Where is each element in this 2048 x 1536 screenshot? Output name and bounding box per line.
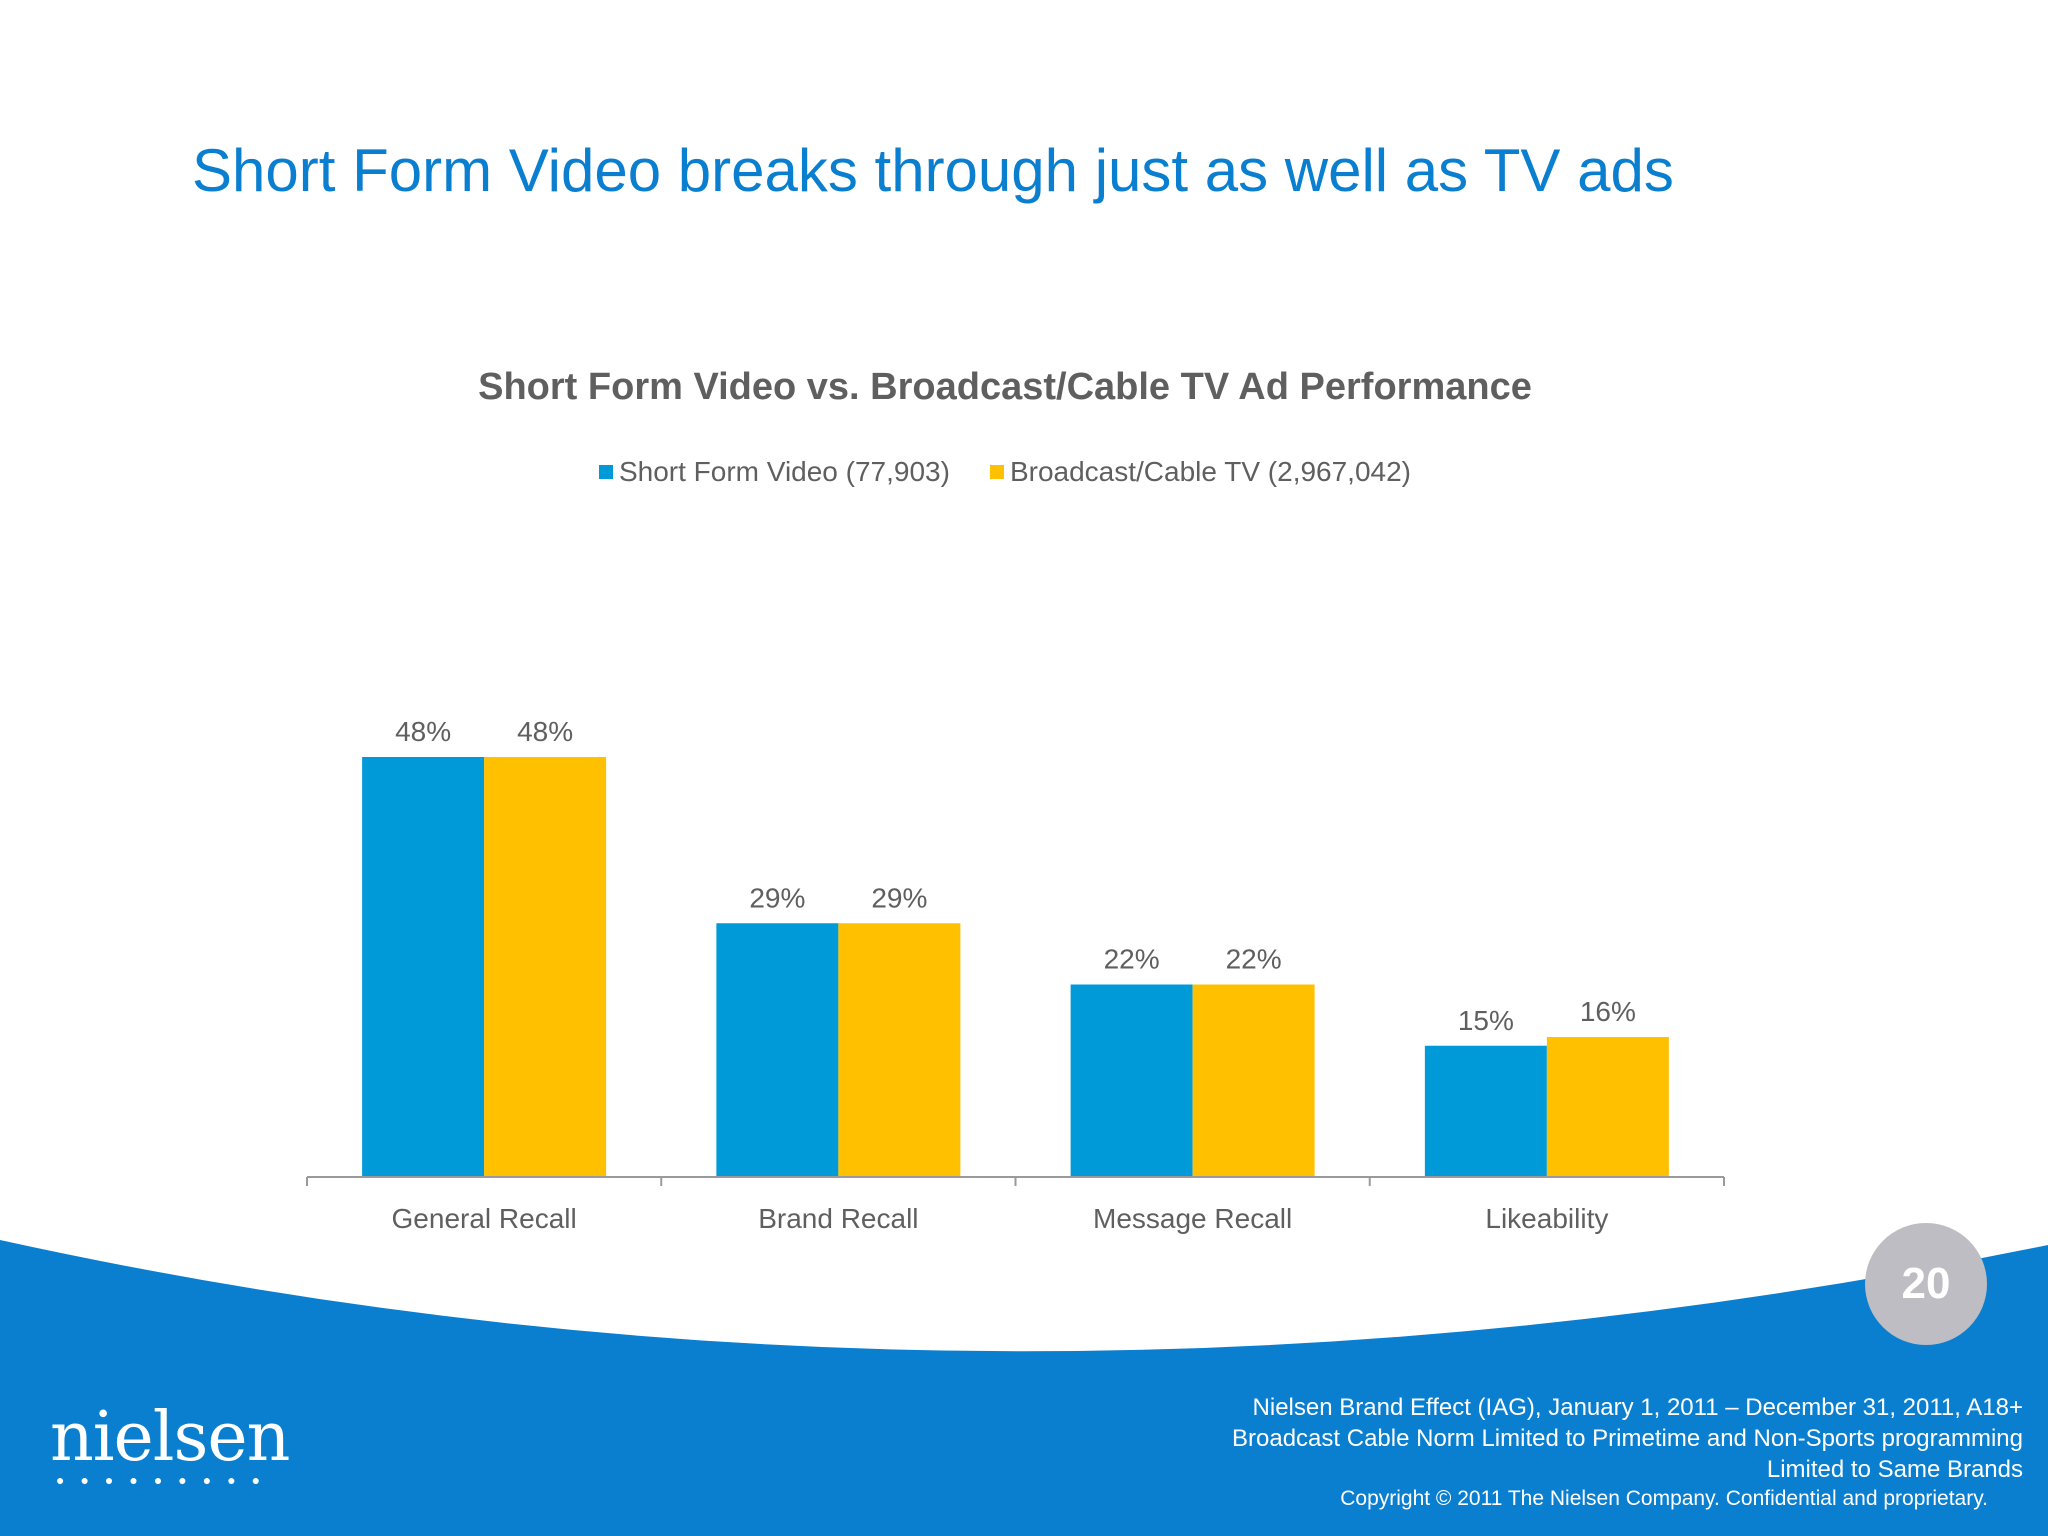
data-label: 29% <box>749 882 805 913</box>
legend-label-short-form: Short Form Video (77,903) <box>618 456 950 487</box>
data-label: 48% <box>517 716 573 747</box>
logo-dots: ●●●●●●●●● <box>56 1472 277 1488</box>
chart-legend: Short Form Video (77,903) Broadcast/Cabl… <box>0 456 2010 488</box>
source-line-2: Broadcast Cable Norm Limited to Primetim… <box>1232 1425 2023 1452</box>
source-note: Nielsen Brand Effect (IAG), January 1, 2… <box>1232 1392 2023 1485</box>
data-label: 15% <box>1458 1005 1514 1036</box>
bar-chart: 48% 48% General Recall 29% 29% Brand Recall 22… <box>306 716 1725 1234</box>
data-label: 29% <box>871 882 927 913</box>
bar-likeability-series-2 <box>1546 1037 1669 1177</box>
slide-title: Short Form Video breaks through just as … <box>192 137 1674 204</box>
bar-brand-recall-series-2 <box>838 923 961 1177</box>
legend-item-short-form: Short Form Video (77,903) <box>598 456 950 488</box>
legend-swatch-short-form <box>598 465 613 479</box>
nielsen-logo: nielsen <box>50 1398 290 1477</box>
category-label: Message Recall <box>1093 1203 1292 1234</box>
category-label: Likeability <box>1485 1203 1608 1234</box>
category-label: Brand Recall <box>758 1203 918 1234</box>
data-label: 48% <box>395 716 451 747</box>
bar-brand-recall-series-1 <box>716 923 839 1177</box>
bar-general-recall-series-1 <box>362 757 485 1177</box>
chart-title: Short Form Video vs. Broadcast/Cable TV … <box>478 366 1532 408</box>
bar-message-recall-series-1 <box>1070 984 1193 1177</box>
bar-likeability-series-1 <box>1424 1045 1547 1177</box>
legend-item-broadcast: Broadcast/Cable TV (2,967,042) <box>989 456 1412 488</box>
legend-swatch-broadcast <box>989 465 1004 479</box>
page-number: 20 <box>1865 1223 1987 1345</box>
data-label: 16% <box>1580 996 1636 1027</box>
category-label: General Recall <box>392 1203 577 1234</box>
source-line-1: Nielsen Brand Effect (IAG), January 1, 2… <box>1252 1394 2023 1421</box>
copyright: Copyright © 2011 The Nielsen Company. Co… <box>1340 1487 1988 1510</box>
legend-label-broadcast: Broadcast/Cable TV (2,967,042) <box>1009 456 1412 487</box>
bar-message-recall-series-2 <box>1192 984 1315 1177</box>
data-label: 22% <box>1104 944 1160 975</box>
bar-general-recall-series-2 <box>484 757 607 1177</box>
data-label: 22% <box>1226 944 1282 975</box>
source-line-3: Limited to Same Brands <box>1766 1456 2023 1483</box>
